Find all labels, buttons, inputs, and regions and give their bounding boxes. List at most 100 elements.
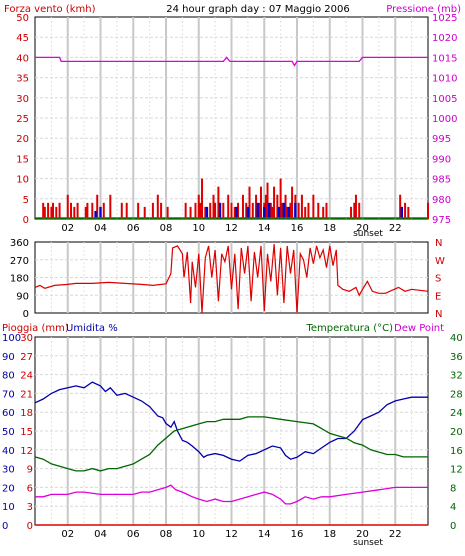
p1-x-tick-label: 06 (127, 223, 140, 234)
wind-bar (241, 194, 244, 219)
gust-bar (287, 206, 291, 219)
p1-x-tick-label: 14 (258, 223, 271, 234)
wind-bar (317, 202, 320, 219)
wind-bar (214, 202, 217, 219)
wind-bar (297, 202, 300, 219)
p1-x-tick-label: 10 (192, 223, 205, 234)
sunset-label-3: sunset (353, 538, 383, 548)
gust-bar (235, 206, 238, 219)
rain-tick-label: 30 (20, 333, 33, 344)
dewpoint-line (35, 484, 428, 505)
wind-bar (160, 202, 163, 219)
wind-bar (76, 202, 79, 219)
wind-bar (42, 202, 45, 219)
p1-x-tick-label: 20 (356, 223, 369, 234)
wind-bar (286, 206, 289, 219)
wind-bar (279, 178, 282, 219)
wind-bar (66, 194, 69, 219)
wind-pressure-panel: 0510152025303540455097598098599099510001… (16, 13, 457, 234)
wind-bar (58, 202, 61, 219)
wind-bar (199, 202, 202, 219)
wind-bar (209, 202, 212, 219)
humidity-tick-label: 50 (2, 427, 15, 438)
wind-tick-label: 35 (16, 74, 29, 85)
wind-bar (251, 202, 254, 219)
rain-tick-label: 12 (20, 446, 33, 457)
wind-bar (166, 206, 169, 219)
p1-x-tick-label: 04 (94, 223, 107, 234)
wind-tick-label: 15 (16, 154, 29, 165)
pressure-tick-label: 975 (432, 215, 451, 226)
rain-tick-label: 6 (27, 483, 33, 494)
pressure-tick-label: 1010 (432, 74, 457, 85)
wind-bar (350, 206, 353, 219)
wind-bar (212, 194, 215, 219)
wind-bar (86, 202, 89, 219)
wind-tick-label: 40 (16, 53, 29, 64)
wind-bar (197, 194, 200, 219)
chart-title: 24 hour graph day : 07 Maggio 2006 (166, 4, 349, 15)
wind-bar (264, 194, 267, 219)
dewpoint-axis-label: Dew Point (394, 323, 444, 334)
wind-bar (109, 194, 112, 219)
p1-x-tick-label: 12 (225, 223, 238, 234)
pressure-tick-label: 1020 (432, 33, 457, 44)
p3-x-tick-label: 18 (323, 529, 336, 540)
wind-bar (269, 202, 272, 219)
p1-x-tick-label: 22 (389, 223, 402, 234)
wind-tick-label: 45 (16, 33, 29, 44)
wind-tick-label: 5 (23, 195, 29, 206)
humidity-tick-label: 60 (2, 408, 15, 419)
pressure-tick-label: 995 (432, 134, 451, 145)
wind-bar (156, 194, 159, 219)
p1-x-tick-label: 02 (61, 223, 74, 234)
direction-tick-label: 0 (23, 309, 29, 320)
pressure-tick-label: 980 (432, 195, 451, 206)
humidity-tick-label: 10 (2, 502, 15, 513)
wind-bar (184, 202, 187, 219)
compass-label: E (435, 291, 441, 302)
pressure-line (35, 56, 428, 67)
rain-axis-label: Pioggia (mm) (2, 323, 69, 334)
temperature-tick-label: 36 (450, 352, 463, 363)
temperature-tick-label: 0 (450, 521, 456, 532)
wind-bar (245, 202, 248, 219)
compass-label: N (435, 238, 442, 249)
gust-bar (94, 210, 97, 219)
wind-bar (233, 206, 236, 219)
p3-x-tick-label: 16 (291, 529, 304, 540)
temperature-axis-label: Temperatura (°C) (305, 323, 393, 334)
wind-bar (404, 202, 407, 219)
wind-bar (137, 202, 140, 219)
temperature-tick-label: 24 (450, 408, 463, 419)
gust-bar (400, 206, 403, 219)
wind-tick-label: 10 (16, 175, 29, 186)
temperature-tick-label: 12 (450, 465, 463, 476)
wind-bar (73, 206, 76, 219)
gust-bar (294, 202, 297, 219)
wind-bar (91, 202, 94, 219)
direction-tick-label: 90 (16, 291, 29, 302)
wind-bar (70, 202, 73, 219)
p3-x-tick-label: 08 (160, 529, 173, 540)
gust-bar (277, 206, 281, 219)
p1-x-tick-label: 18 (323, 223, 336, 234)
wind-bar (52, 202, 55, 219)
wind-bar (304, 206, 307, 219)
wind-axis-label: Forza vento (kmh) (4, 4, 96, 15)
gust-bar (205, 206, 209, 219)
wind-bar (125, 202, 128, 219)
wind-bar (281, 202, 284, 219)
wind-bar (291, 186, 294, 219)
wind-bar (358, 202, 361, 219)
wind-bar (307, 202, 310, 219)
wind-bar (312, 194, 315, 219)
wind-bar (354, 194, 357, 219)
wind-bar (258, 202, 261, 219)
temperature-tick-label: 4 (450, 502, 456, 513)
p1-x-tick-label: 16 (291, 223, 304, 234)
p3-x-tick-label: 06 (127, 529, 140, 540)
wind-bar (289, 202, 292, 219)
wind-tick-label: 50 (16, 13, 29, 24)
